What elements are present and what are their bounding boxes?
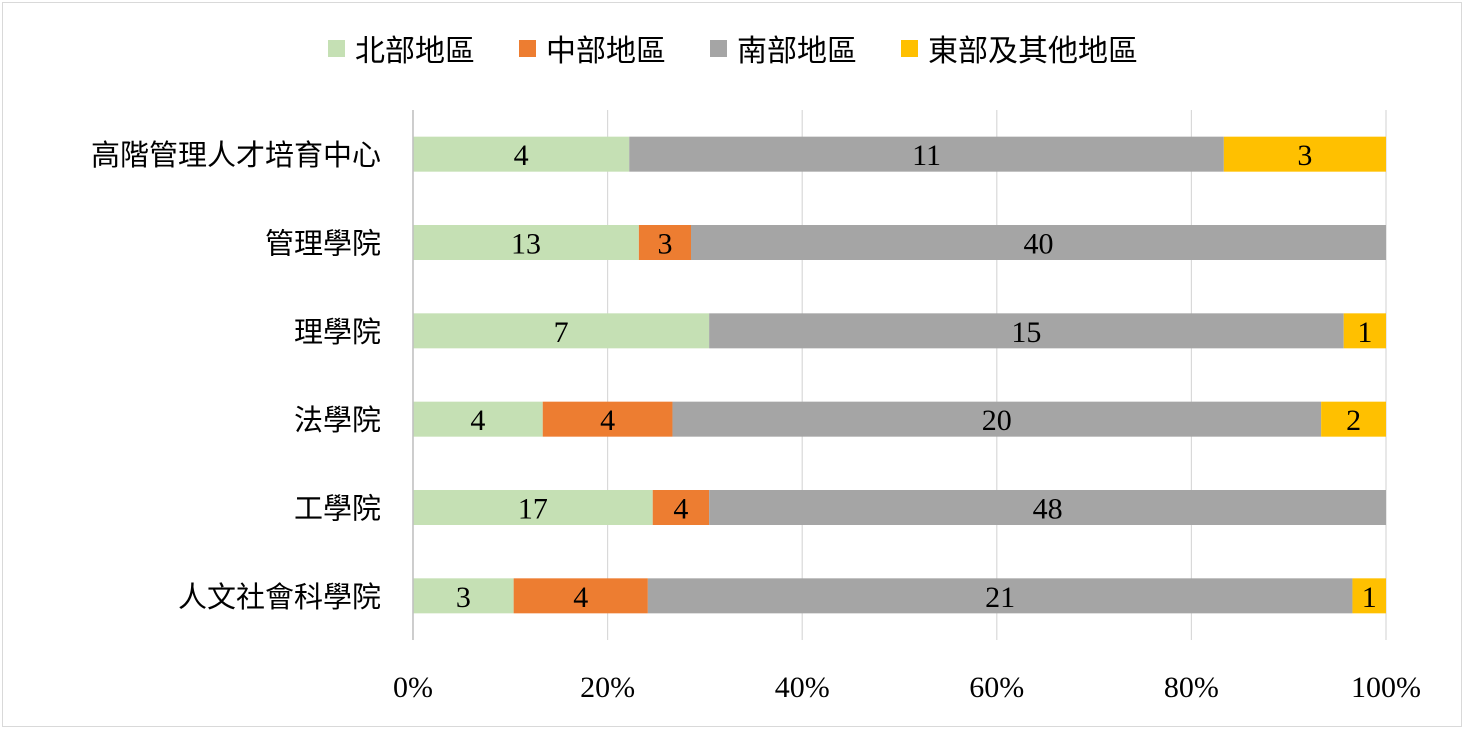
bar-segment bbox=[709, 490, 1386, 525]
bar-segment bbox=[638, 225, 691, 260]
category-label: 法學院 bbox=[294, 403, 381, 437]
bar-segment bbox=[542, 401, 673, 437]
bar-segment bbox=[1343, 313, 1386, 349]
data-label: 15 bbox=[1011, 316, 1041, 349]
data-label: 4 bbox=[600, 404, 615, 437]
data-label: 2 bbox=[1346, 404, 1361, 437]
data-label: 4 bbox=[514, 139, 529, 172]
x-tick-label: 100% bbox=[1351, 671, 1421, 704]
bar-segment bbox=[413, 490, 653, 525]
bar-segment bbox=[709, 313, 1344, 349]
legend-label: 中部地區 bbox=[546, 34, 666, 69]
category-label: 理學院 bbox=[294, 315, 381, 349]
bar-segment bbox=[652, 490, 710, 525]
bar-segment bbox=[413, 578, 514, 614]
bar-segment bbox=[629, 136, 1224, 172]
legend-label: 東部及其他地區 bbox=[928, 34, 1138, 69]
data-label: 3 bbox=[657, 228, 672, 261]
bar-segment bbox=[413, 225, 639, 260]
data-label: 4 bbox=[673, 493, 688, 526]
legend-label: 南部地區 bbox=[737, 34, 857, 69]
bar-segment bbox=[513, 578, 648, 614]
category-label: 工學院 bbox=[294, 492, 381, 526]
legend-label: 北部地區 bbox=[355, 34, 475, 69]
legend-item: 南部地區 bbox=[710, 26, 857, 70]
bar-segment bbox=[647, 578, 1353, 614]
category-label: 管理學院 bbox=[265, 227, 381, 261]
data-label: 3 bbox=[1297, 139, 1312, 172]
legend-swatch bbox=[710, 39, 727, 57]
data-label: 48 bbox=[1033, 493, 1063, 526]
bar-segment bbox=[1352, 578, 1386, 614]
x-tick-label: 0% bbox=[393, 671, 433, 704]
bar-segment bbox=[691, 225, 1386, 260]
x-tick-label: 80% bbox=[1164, 671, 1219, 704]
legend-item: 中部地區 bbox=[519, 26, 666, 70]
data-label: 13 bbox=[511, 228, 541, 261]
bar-segment bbox=[413, 401, 543, 437]
data-label: 17 bbox=[518, 493, 548, 526]
data-label: 40 bbox=[1024, 228, 1054, 261]
data-label: 7 bbox=[554, 316, 569, 349]
x-tick-label: 60% bbox=[969, 671, 1024, 704]
data-label: 3 bbox=[456, 581, 471, 614]
legend-swatch bbox=[519, 39, 536, 57]
bar-segment bbox=[1321, 401, 1386, 437]
legend: 北部地區 中部地區 南部地區 東部及其他地區 bbox=[0, 24, 1466, 72]
legend-swatch bbox=[901, 39, 918, 57]
category-label: 人文社會科學院 bbox=[178, 580, 381, 614]
x-tick-label: 40% bbox=[775, 671, 830, 704]
legend-item: 東部及其他地區 bbox=[901, 26, 1138, 70]
bar-segment bbox=[413, 136, 630, 172]
bar-segment bbox=[1223, 136, 1386, 172]
legend-swatch bbox=[328, 39, 345, 57]
data-label: 1 bbox=[1362, 581, 1377, 614]
legend-item: 北部地區 bbox=[328, 26, 475, 70]
data-label: 20 bbox=[982, 404, 1012, 437]
x-tick-label: 20% bbox=[580, 671, 635, 704]
bar-segment bbox=[413, 313, 710, 349]
data-label: 1 bbox=[1357, 316, 1372, 349]
category-label: 高階管理人才培育中心 bbox=[91, 138, 381, 172]
data-label: 4 bbox=[573, 581, 588, 614]
data-label: 21 bbox=[985, 581, 1015, 614]
bar-segment bbox=[672, 401, 1322, 437]
data-label: 4 bbox=[470, 404, 485, 437]
data-label: 11 bbox=[912, 139, 941, 172]
